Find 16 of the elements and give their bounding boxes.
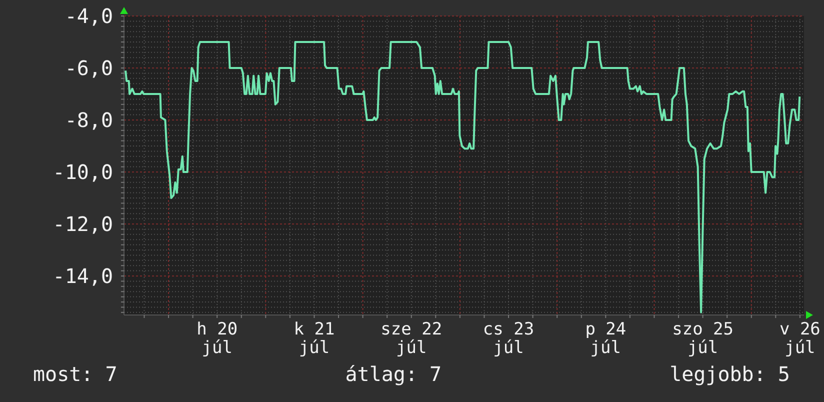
- y-tick-label: -4,0: [64, 4, 113, 28]
- x-tick-label: v 26 júl: [779, 319, 820, 358]
- y-tick-label: -10,0: [52, 160, 113, 184]
- x-tick-label: sze 22 júl: [380, 319, 442, 358]
- x-tick-label: szo 25 júl: [672, 319, 734, 358]
- text: átlag: 7: [345, 362, 442, 386]
- y-tick-label: -8,0: [64, 108, 113, 132]
- y-tick-label: -12,0: [52, 212, 113, 236]
- text: most: 7: [33, 362, 118, 386]
- x-tick-label: h 20 júl: [196, 319, 238, 358]
- y-tick-label: -14,0: [52, 264, 113, 288]
- x-tick-label: p 24 júl: [585, 319, 626, 358]
- text: legjobb: 5: [670, 362, 790, 386]
- y-tick-label: -6,0: [64, 56, 113, 80]
- x-tick-label: k 21 júl: [294, 319, 335, 358]
- x-tick-label: cs 23 júl: [482, 319, 534, 358]
